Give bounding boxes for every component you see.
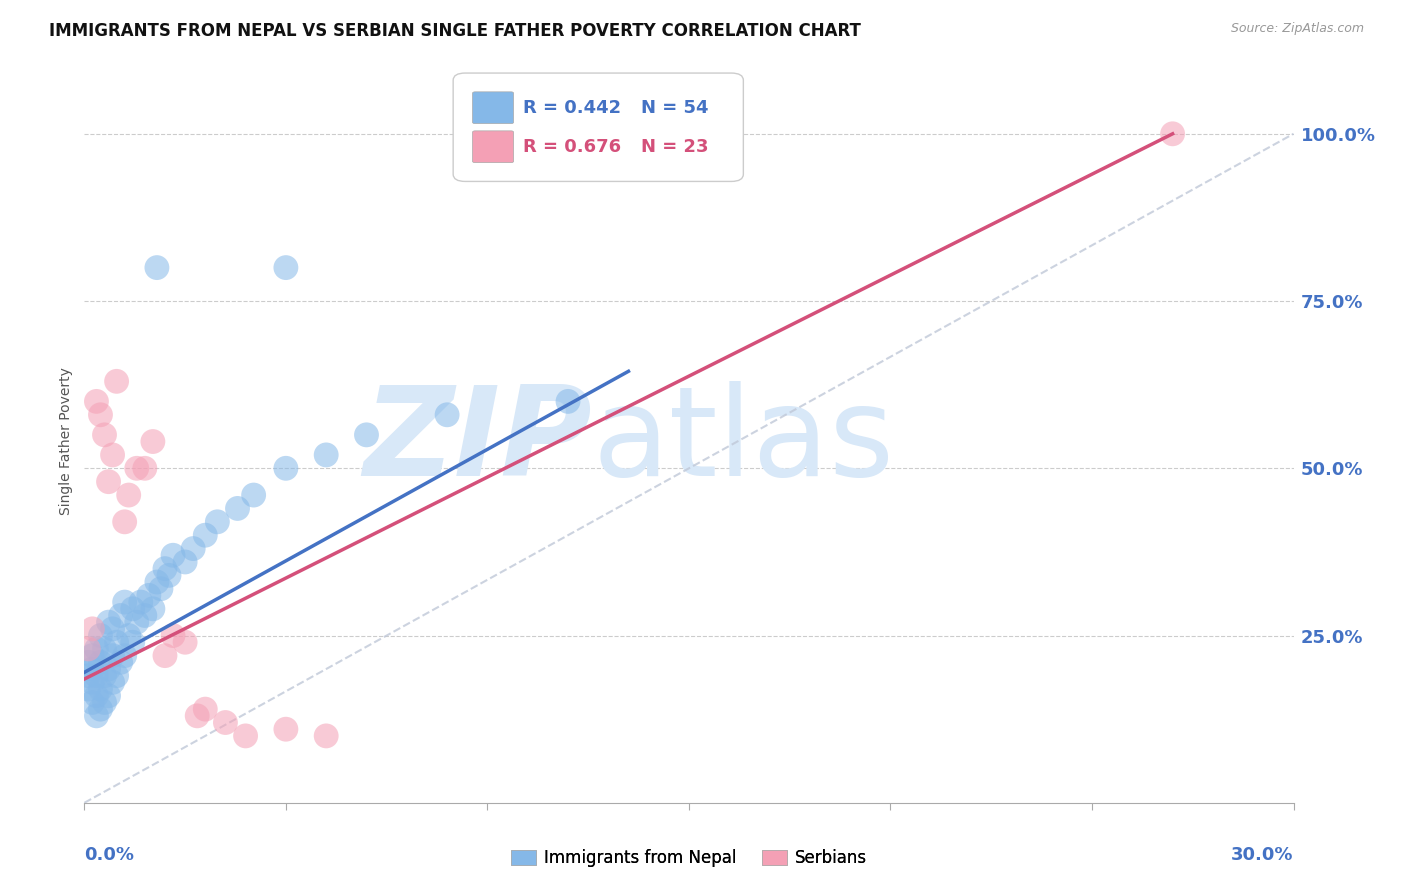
Point <box>315 729 337 743</box>
Point <box>114 515 136 529</box>
Point <box>214 715 236 730</box>
FancyBboxPatch shape <box>472 131 513 162</box>
FancyBboxPatch shape <box>472 92 513 124</box>
Point <box>114 595 136 609</box>
Point <box>105 635 128 649</box>
Point <box>77 669 100 683</box>
Point <box>86 708 108 723</box>
Point <box>146 575 169 590</box>
Point <box>207 515 229 529</box>
Point <box>235 729 257 743</box>
Point <box>557 394 579 409</box>
Point <box>77 655 100 669</box>
Point <box>121 635 143 649</box>
Text: 0.0%: 0.0% <box>84 847 135 864</box>
Point <box>93 427 115 442</box>
Point <box>86 642 108 657</box>
Text: Source: ZipAtlas.com: Source: ZipAtlas.com <box>1230 22 1364 36</box>
Point <box>89 681 111 696</box>
Point <box>149 582 172 596</box>
Point <box>82 622 104 636</box>
Point <box>125 615 148 630</box>
Point <box>86 394 108 409</box>
Legend: Immigrants from Nepal, Serbians: Immigrants from Nepal, Serbians <box>505 843 873 874</box>
Point <box>118 488 141 502</box>
Point <box>134 461 156 475</box>
Point <box>86 689 108 703</box>
Point <box>86 669 108 683</box>
Point <box>93 696 115 710</box>
Point <box>274 260 297 275</box>
Point <box>181 541 204 556</box>
Point <box>242 488 264 502</box>
Point <box>1161 127 1184 141</box>
Point <box>142 602 165 616</box>
Point <box>89 655 111 669</box>
Point <box>97 615 120 630</box>
Point <box>118 628 141 642</box>
Point <box>153 562 176 576</box>
Text: R = 0.442: R = 0.442 <box>523 99 621 117</box>
Point <box>174 555 197 569</box>
Point <box>121 602 143 616</box>
Point <box>82 675 104 690</box>
Point <box>110 608 132 623</box>
Point <box>315 448 337 462</box>
Point <box>101 622 124 636</box>
Point <box>194 702 217 716</box>
Point <box>101 675 124 690</box>
Point <box>97 662 120 676</box>
Point <box>274 723 297 737</box>
FancyBboxPatch shape <box>453 73 744 181</box>
Point <box>89 628 111 642</box>
Point <box>186 708 208 723</box>
Point <box>356 427 378 442</box>
Point <box>82 648 104 663</box>
Point <box>125 461 148 475</box>
Text: IMMIGRANTS FROM NEPAL VS SERBIAN SINGLE FATHER POVERTY CORRELATION CHART: IMMIGRANTS FROM NEPAL VS SERBIAN SINGLE … <box>49 22 860 40</box>
Point <box>93 642 115 657</box>
Point <box>129 595 152 609</box>
Point <box>97 475 120 489</box>
Point <box>89 408 111 422</box>
Point <box>153 648 176 663</box>
Point <box>162 628 184 642</box>
Point <box>101 648 124 663</box>
Point <box>114 648 136 663</box>
Point <box>146 260 169 275</box>
Point <box>226 501 249 516</box>
Point <box>174 635 197 649</box>
Point <box>77 681 100 696</box>
Text: N = 23: N = 23 <box>641 137 709 156</box>
Point <box>194 528 217 542</box>
Point <box>77 642 100 657</box>
Point <box>82 696 104 710</box>
Point <box>162 548 184 563</box>
Point <box>105 669 128 683</box>
Point <box>101 448 124 462</box>
Point <box>142 434 165 449</box>
Point <box>138 589 160 603</box>
Text: R = 0.676: R = 0.676 <box>523 137 621 156</box>
Text: ZIP: ZIP <box>364 381 592 502</box>
Point <box>82 662 104 676</box>
Text: N = 54: N = 54 <box>641 99 709 117</box>
Point <box>134 608 156 623</box>
Point <box>105 375 128 389</box>
Y-axis label: Single Father Poverty: Single Father Poverty <box>59 368 73 516</box>
Text: 30.0%: 30.0% <box>1232 847 1294 864</box>
Point <box>110 655 132 669</box>
Text: atlas: atlas <box>592 381 894 502</box>
Point <box>97 689 120 703</box>
Point <box>157 568 180 582</box>
Point <box>89 702 111 716</box>
Point <box>436 408 458 422</box>
Point <box>93 669 115 683</box>
Point <box>274 461 297 475</box>
